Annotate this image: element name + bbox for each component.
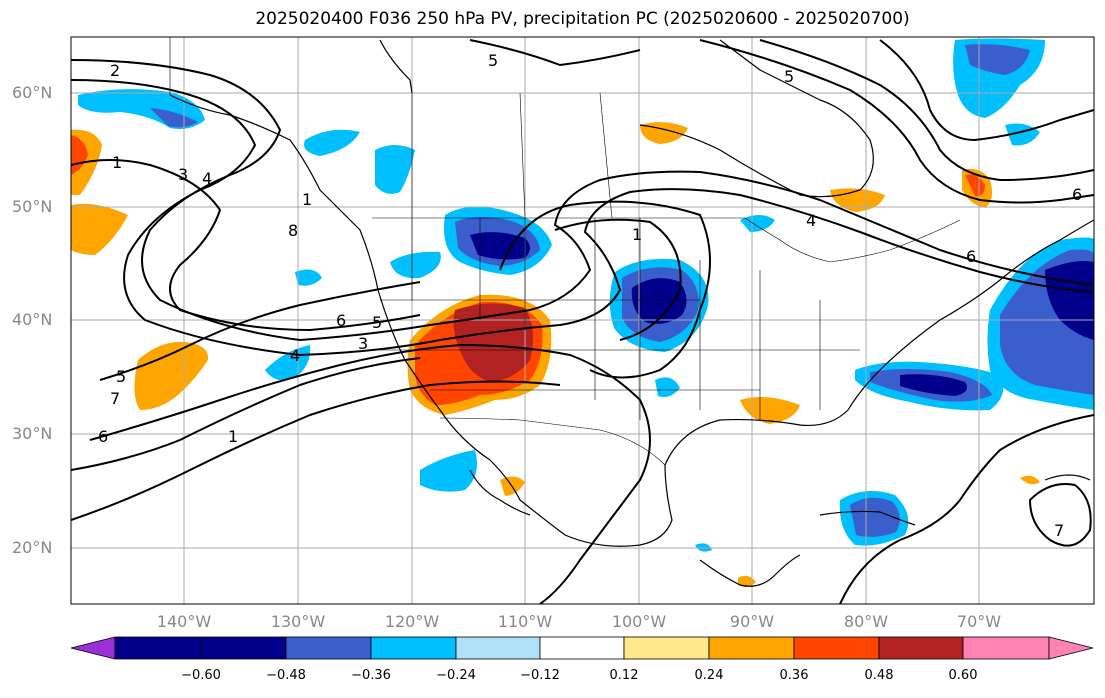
colorbar-tick-label: 0.60 [948,668,978,683]
colorbar-tick-label: −0.36 [351,668,391,683]
colorbar-tick-label: 0.48 [864,668,894,683]
colorbar-extend-low [70,636,116,660]
pv-contours [71,39,1094,604]
contour-label: 7 [1054,521,1064,540]
contour-label: 6 [966,247,976,266]
contour-label: 4 [202,169,212,188]
contour-label: 4 [290,346,300,365]
colorbar-tick-label: −0.24 [436,668,476,683]
contour-label: 1 [112,153,122,172]
colorbar [70,636,1094,660]
contour-label: 1 [632,225,642,244]
lon-label: 90°W [729,612,775,631]
lon-label: 130°W [270,612,326,631]
colorbar-bin [285,636,372,660]
lon-label: 120°W [384,612,440,631]
coastlines [169,39,1094,587]
contour-label: 6 [336,311,346,330]
contour-label: 7 [110,389,120,408]
colorbar-bin [623,636,710,660]
colorbar-tick-label: −0.12 [520,668,560,683]
contour-label: 1 [228,427,238,446]
lon-label: 140°W [156,612,212,631]
colorbar-bin [962,636,1050,660]
colorbar-extend-high [1048,636,1094,660]
colorbar-bin [200,636,287,660]
contour-label: 2 [110,61,120,80]
lat-label: 20°N [12,538,53,557]
contour-labels: 2 5 5 1 3 4 1 8 1 4 6 6 5 3 5 4 7 6 1 7 … [98,51,1082,540]
plot-border [70,36,1095,605]
contour-label: 6 [98,427,108,446]
colorbar-tick-label: 0.36 [779,668,809,683]
colorbar-tick-label: 0.24 [694,668,724,683]
lon-label: 70°W [956,612,1002,631]
colorbar-bin [114,636,202,660]
lat-label: 40°N [12,310,53,329]
contour-label: 3 [178,165,188,184]
contour-label: 5 [116,367,126,386]
colorbar-bin [793,636,880,660]
contour-label: 1 [302,190,312,209]
contour-label: 5 [372,313,382,332]
colorbar-bin [708,636,795,660]
lon-label: 80°W [843,612,889,631]
colorbar-tick-label: −0.48 [266,668,306,683]
lat-label: 60°N [12,83,53,102]
contour-label: 4 [806,211,816,230]
colorbar-bin [455,636,541,660]
lon-label: 110°W [497,612,553,631]
colorbar-tick-label: −0.60 [181,668,221,683]
colorbar-bin [878,636,964,660]
colorbar-bin [370,636,457,660]
colorbar-bin [539,636,625,660]
contour-label: 5 [488,51,498,70]
lat-label: 30°N [12,424,53,443]
map-title: 2025020400 F036 250 hPa PV, precipitatio… [255,9,910,29]
lon-label: 100°W [611,612,667,631]
contour-label: 5 [784,67,794,86]
contour-label: 8 [288,221,298,240]
lat-label: 50°N [12,197,53,216]
contour-label: 3 [358,334,368,353]
contour-label: 6 [1072,185,1082,204]
colorbar-tick-label: 0.12 [609,668,639,683]
